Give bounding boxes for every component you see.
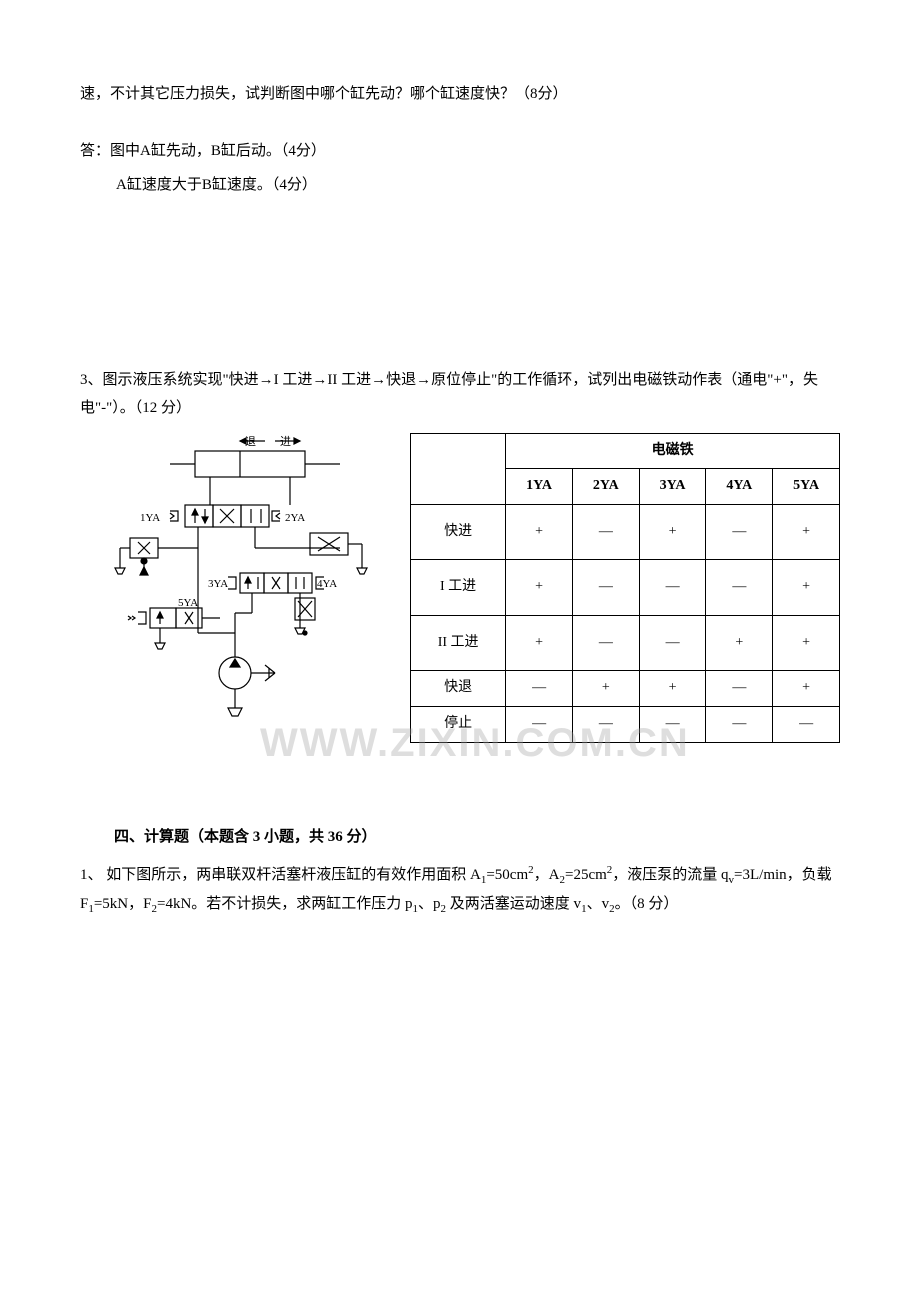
q4-1-text: 1、 如下图所示，两串联双杆活塞杆液压缸的有效作用面积 A1=50cm2，A2=… bbox=[80, 860, 840, 921]
answer-prefix: 答： bbox=[80, 143, 110, 159]
cell: + bbox=[639, 504, 706, 560]
answer-1: 图中A缸先动，B缸后动。（4分） bbox=[110, 143, 326, 159]
cell: — bbox=[706, 560, 773, 616]
row-label: II 工进 bbox=[411, 615, 506, 671]
label-2ya: 2YA bbox=[285, 512, 305, 524]
solenoid-table-container: 电磁铁 1YA 2YA 3YA 4YA 5YA 快进 + — + — + bbox=[390, 433, 840, 743]
table-row: 快退 — + + — + bbox=[411, 671, 840, 707]
cell: — bbox=[639, 560, 706, 616]
row-label: 快进 bbox=[411, 504, 506, 560]
cell: — bbox=[639, 615, 706, 671]
solenoid-table: 电磁铁 1YA 2YA 3YA 4YA 5YA 快进 + — + — + bbox=[410, 433, 840, 743]
hydraulic-diagram: 退 进 bbox=[80, 433, 390, 754]
header-main: 电磁铁 bbox=[506, 433, 840, 469]
col-4ya: 4YA bbox=[706, 469, 773, 505]
cell: — bbox=[572, 504, 639, 560]
cell: — bbox=[506, 707, 573, 743]
q2-continuation: 速，不计其它压力损失，试判断图中哪个缸先动？哪个缸速度快？（8分） bbox=[80, 80, 840, 109]
cell: + bbox=[773, 504, 840, 560]
cell: — bbox=[506, 671, 573, 707]
label-3ya: 3YA bbox=[208, 578, 228, 590]
label-4ya: 4YA bbox=[317, 578, 337, 590]
cell: — bbox=[572, 560, 639, 616]
cell: + bbox=[506, 504, 573, 560]
diagram-table-container: 退 进 bbox=[80, 433, 840, 754]
cell: + bbox=[773, 560, 840, 616]
table-row: 快进 + — + — + bbox=[411, 504, 840, 560]
table-row: 停止 — — — — — bbox=[411, 707, 840, 743]
cell: — bbox=[773, 707, 840, 743]
cell: + bbox=[773, 671, 840, 707]
cell: + bbox=[773, 615, 840, 671]
spacing bbox=[80, 206, 840, 366]
cell: — bbox=[639, 707, 706, 743]
cell: + bbox=[572, 671, 639, 707]
q3-text: 3、图示液压系统实现"快进→I 工进→II 工进→快退→原位停止"的工作循环，试… bbox=[80, 366, 840, 423]
cell: — bbox=[706, 671, 773, 707]
cell: — bbox=[572, 615, 639, 671]
table-header-row-1: 电磁铁 bbox=[411, 433, 840, 469]
col-2ya: 2YA bbox=[572, 469, 639, 505]
cell: + bbox=[706, 615, 773, 671]
row-label: 停止 bbox=[411, 707, 506, 743]
section-4-title: 四、计算题（本题含 3 小题，共 36 分） bbox=[114, 823, 840, 852]
answer-line-1: 答：图中A缸先动，B缸后动。（4分） bbox=[80, 137, 840, 166]
table-row: II 工进 + — — + + bbox=[411, 615, 840, 671]
cell: + bbox=[506, 560, 573, 616]
circuit-svg: 退 进 bbox=[80, 433, 390, 743]
cell: — bbox=[706, 504, 773, 560]
row-label: I 工进 bbox=[411, 560, 506, 616]
cell: + bbox=[506, 615, 573, 671]
cell: + bbox=[639, 671, 706, 707]
col-1ya: 1YA bbox=[506, 469, 573, 505]
answer-line-2: A缸速度大于B缸速度。（4分） bbox=[80, 171, 840, 200]
col-3ya: 3YA bbox=[639, 469, 706, 505]
label-1ya: 1YA bbox=[140, 512, 160, 524]
row-label: 快退 bbox=[411, 671, 506, 707]
table-row: I 工进 + — — — + bbox=[411, 560, 840, 616]
header-blank bbox=[411, 433, 506, 504]
label-5ya: 5YA bbox=[178, 597, 198, 609]
col-5ya: 5YA bbox=[773, 469, 840, 505]
cell: — bbox=[572, 707, 639, 743]
cell: — bbox=[706, 707, 773, 743]
